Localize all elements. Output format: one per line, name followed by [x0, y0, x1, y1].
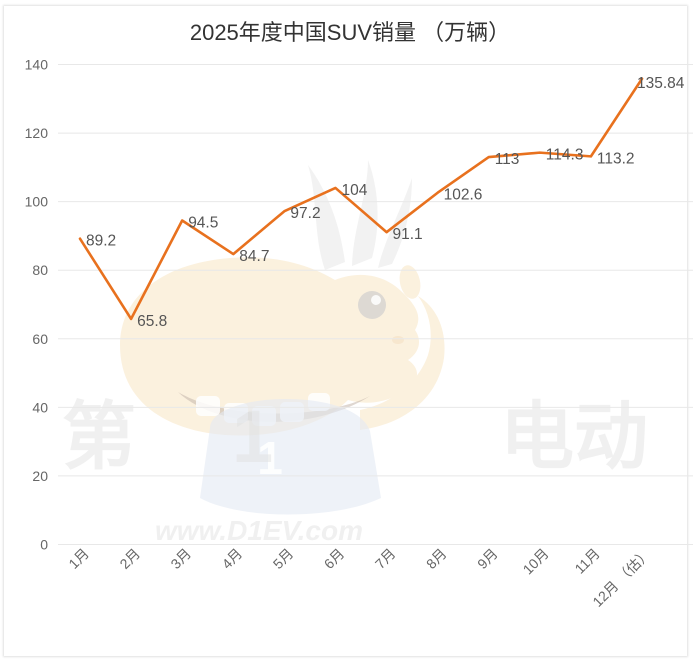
svg-text:60: 60: [32, 331, 48, 347]
svg-text:2月: 2月: [116, 545, 143, 572]
svg-text:5月: 5月: [270, 545, 297, 572]
svg-text:4月: 4月: [219, 545, 246, 572]
svg-text:11月: 11月: [571, 545, 602, 576]
svg-text:120: 120: [25, 125, 49, 141]
svg-text:135.84: 135.84: [637, 75, 685, 92]
svg-text:84.7: 84.7: [239, 248, 269, 265]
svg-text:97.2: 97.2: [290, 205, 320, 222]
svg-text:140: 140: [25, 57, 49, 73]
svg-text:113: 113: [495, 151, 520, 168]
svg-text:3月: 3月: [167, 545, 194, 572]
svg-text:100: 100: [25, 194, 49, 210]
svg-text:113.2: 113.2: [597, 150, 635, 167]
svg-text:102.6: 102.6: [444, 187, 483, 204]
svg-text:89.2: 89.2: [86, 233, 116, 250]
svg-text:6月: 6月: [321, 545, 348, 572]
svg-text:94.5: 94.5: [188, 215, 218, 232]
svg-text:1月: 1月: [65, 545, 92, 572]
svg-text:9月: 9月: [474, 545, 501, 572]
svg-text:8月: 8月: [423, 545, 450, 572]
svg-text:0: 0: [40, 537, 48, 553]
svg-text:40: 40: [32, 399, 48, 415]
svg-text:91.1: 91.1: [393, 226, 423, 243]
svg-text:114.3: 114.3: [546, 147, 584, 164]
svg-text:80: 80: [32, 262, 48, 278]
svg-text:65.8: 65.8: [137, 313, 167, 330]
svg-text:10月: 10月: [520, 545, 552, 577]
svg-text:www.D1EV.com: www.D1EV.com: [155, 515, 363, 546]
svg-text:20: 20: [32, 468, 48, 484]
svg-text:7月: 7月: [372, 545, 399, 572]
svg-text:104: 104: [342, 182, 368, 199]
